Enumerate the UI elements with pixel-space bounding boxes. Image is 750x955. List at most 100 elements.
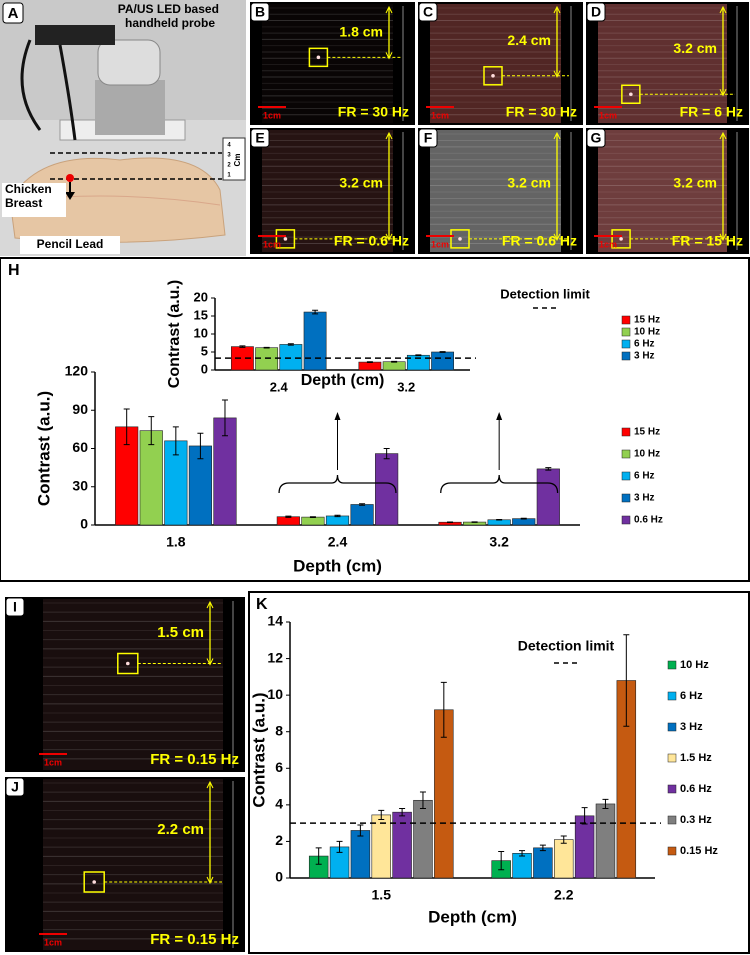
us-image-field [262, 130, 393, 252]
depth-label: 2.2 cm [157, 821, 204, 838]
y-tick-label: 20 [194, 289, 208, 304]
legend-label: 10 Hz [634, 449, 660, 460]
y-tick-label: 8 [275, 722, 283, 738]
y-tick-label: 0 [80, 516, 88, 532]
depth-label: 3.2 cm [507, 175, 551, 191]
error-bar [399, 808, 406, 817]
error-bar [383, 448, 390, 460]
legend-swatch [621, 315, 631, 325]
depth-label: 2.4 cm [507, 32, 551, 48]
y-tick-label: 0 [275, 869, 283, 885]
error-bar [471, 521, 478, 523]
y-tick-label: 30 [72, 477, 88, 493]
depth-label: 1.8 cm [339, 24, 383, 40]
depth-label: 3.2 cm [339, 175, 383, 191]
bar [536, 468, 560, 526]
panel-letter-box [250, 128, 270, 148]
target-arrowhead [65, 192, 75, 200]
scale-label: 1cm [431, 110, 449, 120]
depth-label: 3.2 cm [673, 175, 717, 191]
x-tick-label: 1.8 [166, 534, 186, 550]
ruler-tick: 4 [227, 143, 231, 149]
legend-label: 1.5 Hz [680, 752, 712, 764]
legend-swatch [621, 427, 631, 437]
panel-h-frame [0, 257, 750, 582]
scale-label: 1cm [44, 757, 62, 767]
legend-swatch [667, 846, 677, 856]
legend-label: 0.3 Hz [680, 814, 712, 826]
us-image-field [43, 779, 223, 950]
x-tick-label: 3.2 [489, 534, 509, 550]
legend-label: 6 Hz [680, 690, 703, 702]
panel-letter-box [586, 2, 606, 22]
error-bar [315, 847, 322, 865]
bar [574, 815, 595, 879]
y-tick-label: 60 [72, 439, 88, 455]
target [126, 661, 130, 666]
scale-label: 1cm [44, 937, 62, 947]
ruler [222, 137, 246, 181]
x-tick-label: 2.2 [554, 887, 574, 903]
legend-swatch [621, 471, 631, 481]
bar [276, 516, 300, 526]
panel-letter: A [8, 5, 19, 22]
target [458, 237, 462, 241]
cables [20, 39, 77, 141]
error-bar [496, 519, 503, 521]
panel-letter-box [418, 128, 438, 148]
bar [279, 344, 303, 371]
fr-label: FR = 6 Hz [680, 104, 743, 120]
y-tick-label: 2 [275, 832, 283, 848]
brace [278, 474, 397, 494]
fr-label: FR = 15 Hz [672, 233, 743, 249]
x-axis-title: Depth (cm) [428, 907, 517, 926]
arrowhead [719, 5, 727, 97]
bar [350, 504, 374, 526]
y-tick-label: 4 [275, 796, 283, 812]
legend-swatch [621, 339, 631, 349]
target-box [611, 229, 631, 249]
legend-label: 15 Hz [634, 427, 660, 438]
panel-letter: K [256, 596, 268, 613]
label-bg [2, 183, 66, 217]
us-image-field [430, 4, 561, 123]
ruler-unit: Cm [233, 154, 242, 167]
probe-clamp [35, 25, 115, 45]
x-axis-title: Depth (cm) [293, 556, 382, 575]
panel-letter: I [13, 599, 17, 615]
panel-letter-box [5, 777, 25, 797]
y-tick-label: 6 [275, 759, 283, 775]
brace [440, 474, 559, 494]
y-tick-label: 15 [194, 307, 208, 322]
target [491, 74, 495, 78]
bar [392, 811, 412, 879]
error-bar [172, 426, 179, 456]
error-bar [602, 798, 609, 810]
probe-label: PA/US LED based handheld probe [118, 2, 222, 30]
error-bar [287, 343, 294, 346]
legend-label: 3 Hz [634, 493, 655, 504]
bar [512, 853, 532, 879]
scale-label: 1cm [431, 239, 449, 249]
panel-letter: G [591, 130, 602, 146]
y-tick-label: 14 [267, 613, 283, 629]
arrowhead [385, 131, 393, 241]
arrowhead [385, 5, 393, 60]
bar [350, 830, 371, 879]
error-bar [391, 360, 398, 363]
error-bar [520, 517, 527, 520]
panel-letter: H [8, 262, 20, 279]
legend-swatch [621, 515, 631, 525]
legend-swatch [621, 449, 631, 459]
bar [554, 839, 574, 879]
bar [413, 799, 433, 879]
target-dot [66, 174, 74, 182]
ruler-tick: 2 [227, 163, 231, 169]
bar [325, 515, 350, 526]
target-box [621, 84, 641, 104]
error-bar [336, 840, 343, 853]
legend-swatch [667, 691, 677, 701]
error-bar [334, 514, 341, 518]
bar [358, 361, 382, 371]
